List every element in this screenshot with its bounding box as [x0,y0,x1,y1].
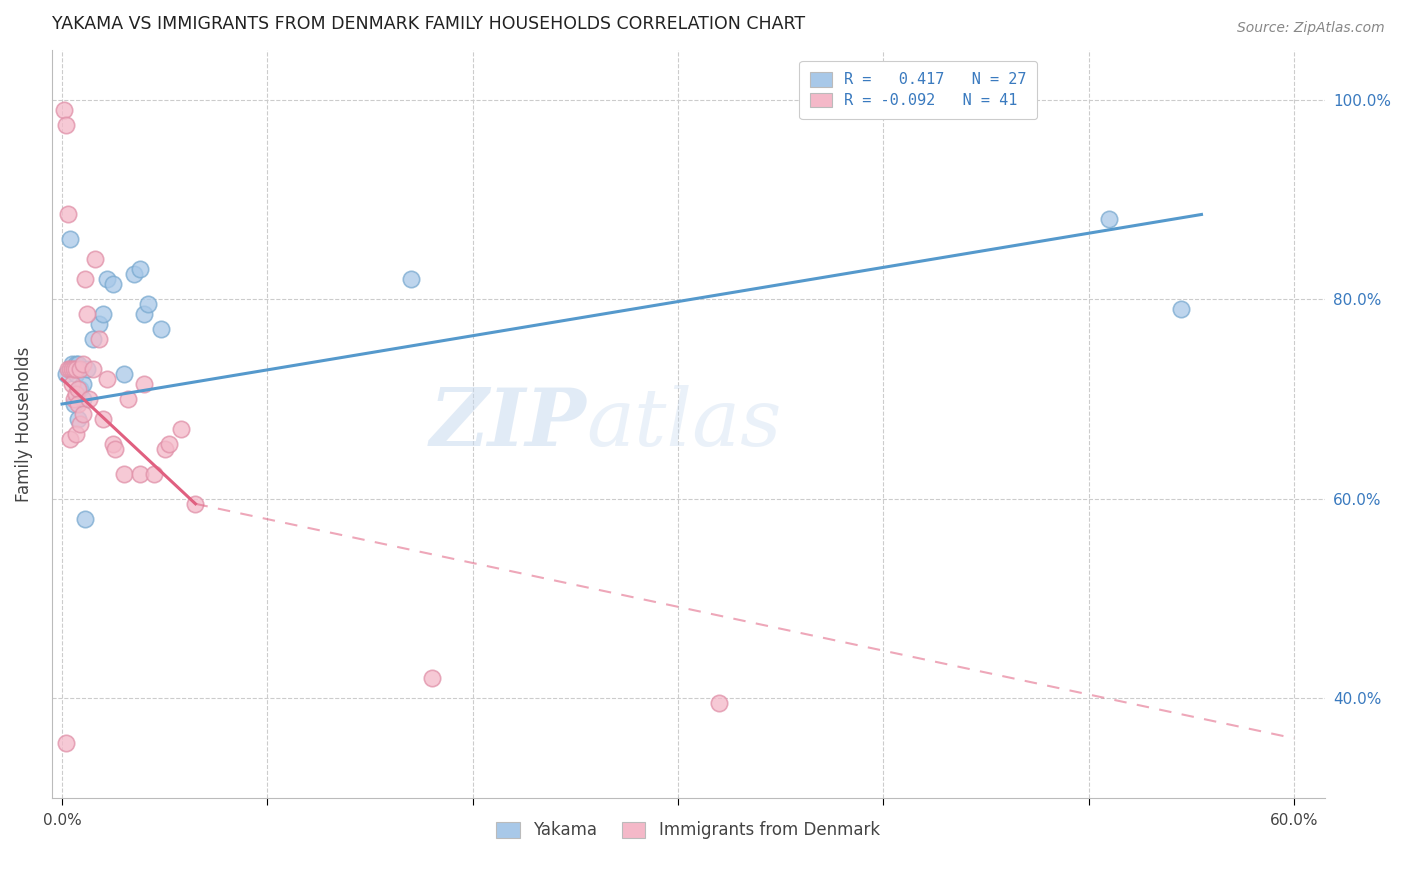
Point [63,362,86,376]
Point [53,103,76,117]
Point [67,397,90,411]
Point [72,377,94,392]
Point [184,497,207,511]
Point [143,467,166,481]
Point [55,118,77,132]
Point [60,377,83,392]
Point [157,437,180,451]
Point [59,432,82,446]
Point [91,412,114,426]
Point [76,307,98,321]
Text: atlas: atlas [586,385,782,463]
Point [117,392,139,406]
Y-axis label: Family Households: Family Households [15,346,32,501]
Point [56,207,79,221]
Point [112,467,135,481]
Point [55,736,77,750]
Point [134,307,156,321]
Point [72,407,94,421]
Legend: Yakama, Immigrants from Denmark: Yakama, Immigrants from Denmark [489,814,887,846]
Point [87,332,110,346]
Point [129,262,152,277]
Point [103,437,125,451]
Point [69,382,91,396]
Point [170,422,193,436]
Point [122,268,145,282]
Point [83,252,105,267]
Point [76,362,98,376]
Point [65,367,87,381]
Point [65,387,87,401]
Point [56,362,79,376]
Point [59,232,82,246]
Point [91,307,114,321]
Point [82,332,104,346]
Point [1170,302,1192,317]
Point [55,367,77,381]
Text: YAKAMA VS IMMIGRANTS FROM DENMARK FAMILY HOUSEHOLDS CORRELATION CHART: YAKAMA VS IMMIGRANTS FROM DENMARK FAMILY… [52,15,804,33]
Point [134,377,156,392]
Point [420,672,443,686]
Point [65,427,87,442]
Point [707,697,730,711]
Point [60,357,83,371]
Point [96,372,118,386]
Point [77,392,100,406]
Point [67,357,90,371]
Point [1098,212,1121,227]
Point [96,272,118,286]
Point [73,272,96,286]
Point [63,392,86,406]
Point [67,382,90,396]
Point [73,512,96,526]
Point [65,362,87,376]
Point [87,317,110,331]
Point [112,367,135,381]
Point [104,442,127,456]
Point [149,322,172,336]
Text: ZIP: ZIP [429,385,586,463]
Text: Source: ZipAtlas.com: Source: ZipAtlas.com [1237,21,1385,36]
Point [129,467,152,481]
Point [60,362,83,376]
Point [72,357,94,371]
Point [136,297,159,311]
Point [69,417,91,431]
Point [63,397,86,411]
Point [67,412,90,426]
Point [153,442,176,456]
Point [69,362,91,376]
Point [59,362,82,376]
Point [82,362,104,376]
Point [103,277,125,292]
Point [399,272,422,286]
Point [65,357,87,371]
Point [72,392,94,406]
